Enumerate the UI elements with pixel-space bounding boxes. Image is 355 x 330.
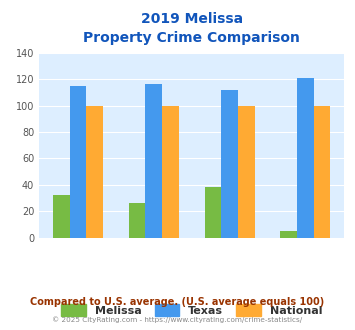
Bar — [86, 106, 103, 238]
Bar — [204, 187, 221, 238]
Legend: Melissa, Texas, National: Melissa, Texas, National — [56, 299, 328, 321]
Bar — [280, 231, 297, 238]
Bar — [238, 106, 255, 238]
Bar — [129, 203, 146, 238]
Bar — [70, 86, 86, 238]
Bar — [146, 84, 162, 238]
Text: Compared to U.S. average. (U.S. average equals 100): Compared to U.S. average. (U.S. average … — [31, 297, 324, 307]
Bar — [53, 195, 70, 238]
Text: © 2025 CityRating.com - https://www.cityrating.com/crime-statistics/: © 2025 CityRating.com - https://www.city… — [53, 317, 302, 323]
Bar — [297, 78, 314, 238]
Bar — [221, 90, 238, 238]
Bar — [162, 106, 179, 238]
Bar — [314, 106, 331, 238]
Title: 2019 Melissa
Property Crime Comparison: 2019 Melissa Property Crime Comparison — [83, 12, 300, 45]
